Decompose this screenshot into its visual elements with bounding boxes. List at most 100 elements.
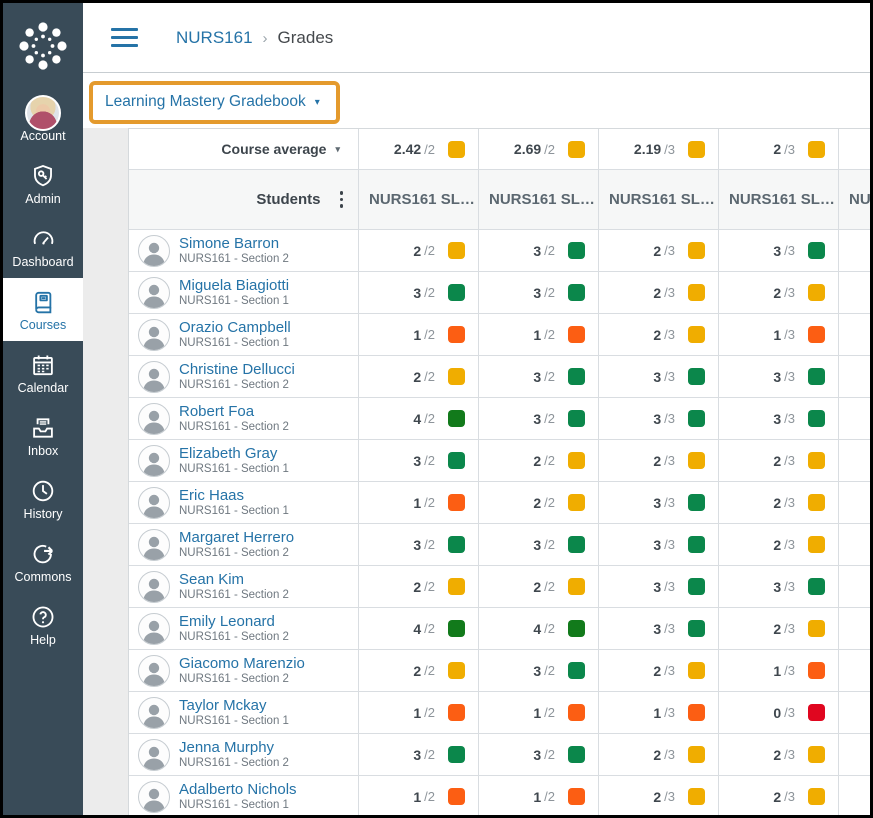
student-name-link[interactable]: Jenna Murphy — [179, 738, 275, 756]
course-average-score-cell[interactable]: 2.69 /2 — [479, 129, 599, 169]
student-name-link[interactable]: Christine Dellucci — [179, 360, 295, 378]
outcome-score-cell[interactable]: 1 /2 — [479, 776, 599, 815]
outcome-score-cell[interactable]: 2 /3 — [599, 734, 719, 775]
course-average-score-cell[interactable]: 2 /3 — [719, 129, 839, 169]
outcome-score-cell[interactable]: 2 /3 — [599, 650, 719, 691]
outcome-score-cell[interactable]: 1 /2 — [479, 314, 599, 355]
outcome-score-cell[interactable]: 3 /2 — [359, 524, 479, 565]
student-name-link[interactable]: Sean Kim — [179, 570, 245, 588]
course-average-score-cell[interactable]: 2.19 /3 — [599, 129, 719, 169]
outcome-score-cell-partial[interactable] — [839, 482, 870, 523]
outcome-score-cell-partial[interactable] — [839, 398, 870, 439]
student-name-link[interactable]: Simone Barron — [179, 234, 280, 252]
outcome-score-cell[interactable]: 3 /2 — [479, 356, 599, 397]
outcome-score-cell[interactable]: 3 /2 — [359, 440, 479, 481]
outcome-score-cell[interactable]: 1 /3 — [719, 650, 839, 691]
outcome-score-cell[interactable]: 2 /2 — [359, 356, 479, 397]
breadcrumb-course-link[interactable]: NURS161 — [176, 27, 253, 47]
outcome-score-cell[interactable]: 2 /3 — [719, 524, 839, 565]
outcome-score-cell[interactable]: 1 /3 — [599, 692, 719, 733]
sidebar-item-account[interactable]: Account — [3, 89, 83, 152]
outcome-score-cell[interactable]: 2 /2 — [359, 230, 479, 271]
outcome-score-cell[interactable]: 2 /3 — [719, 608, 839, 649]
sidebar-item-help[interactable]: Help — [3, 593, 83, 656]
outcome-score-cell-partial[interactable] — [839, 524, 870, 565]
outcome-score-cell[interactable]: 1 /2 — [359, 482, 479, 523]
outcome-score-cell[interactable]: 3 /3 — [719, 398, 839, 439]
sidebar-item-dashboard[interactable]: Dashboard — [3, 215, 83, 278]
sidebar-item-commons[interactable]: Commons — [3, 530, 83, 593]
course-average-dropdown[interactable]: Course average ▾ — [129, 129, 359, 169]
outcome-score-cell-partial[interactable] — [839, 314, 870, 355]
outcome-score-cell[interactable]: 2 /3 — [719, 734, 839, 775]
student-name-link[interactable]: Eric Haas — [179, 486, 245, 504]
outcome-score-cell[interactable]: 2 /3 — [599, 776, 719, 815]
student-name-link[interactable]: Miguela Biagiotti — [179, 276, 290, 294]
outcome-score-cell[interactable]: 3 /3 — [599, 608, 719, 649]
outcome-score-cell-partial[interactable] — [839, 734, 870, 775]
outcome-score-cell-partial[interactable] — [839, 650, 870, 691]
outcome-score-cell[interactable]: 2 /3 — [719, 272, 839, 313]
kebab-menu-icon[interactable] — [338, 189, 346, 210]
outcome-score-cell[interactable]: 3 /3 — [599, 356, 719, 397]
course-average-score-cell[interactable]: 2.42 /2 — [359, 129, 479, 169]
outcome-score-cell[interactable]: 2 /3 — [599, 272, 719, 313]
outcome-score-cell[interactable]: 2 /2 — [479, 440, 599, 481]
student-name-link[interactable]: Adalberto Nichols — [179, 780, 297, 798]
outcome-score-cell[interactable]: 1 /3 — [719, 314, 839, 355]
outcome-score-cell[interactable]: 3 /3 — [719, 356, 839, 397]
outcome-score-cell[interactable]: 3 /3 — [719, 566, 839, 607]
outcome-score-cell-partial[interactable] — [839, 566, 870, 607]
outcome-score-cell[interactable]: 2 /2 — [359, 650, 479, 691]
outcome-score-cell[interactable]: 2 /3 — [719, 776, 839, 815]
outcome-score-cell[interactable]: 3 /2 — [479, 650, 599, 691]
outcome-score-cell[interactable]: 3 /3 — [599, 398, 719, 439]
outcome-score-cell[interactable]: 3 /2 — [479, 272, 599, 313]
outcome-score-cell[interactable]: 3 /3 — [599, 524, 719, 565]
sidebar-item-history[interactable]: History — [3, 467, 83, 530]
sidebar-item-courses[interactable]: Courses — [3, 278, 83, 341]
student-name-link[interactable]: Elizabeth Gray — [179, 444, 278, 462]
outcome-score-cell-partial[interactable] — [839, 440, 870, 481]
outcome-score-cell[interactable]: 2 /3 — [599, 440, 719, 481]
outcome-column-header[interactable]: NURS161 SL… — [599, 170, 719, 229]
student-name-link[interactable]: Robert Foa — [179, 402, 255, 420]
outcome-score-cell-partial[interactable] — [839, 356, 870, 397]
outcome-score-cell-partial[interactable] — [839, 692, 870, 733]
outcome-score-cell[interactable]: 3 /2 — [479, 524, 599, 565]
outcome-score-cell[interactable]: 2 /2 — [359, 566, 479, 607]
sidebar-item-admin[interactable]: Admin — [3, 152, 83, 215]
outcome-score-cell[interactable]: 1 /2 — [359, 692, 479, 733]
outcome-score-cell[interactable]: 3 /2 — [479, 734, 599, 775]
outcome-score-cell[interactable]: 4 /2 — [359, 398, 479, 439]
outcome-score-cell[interactable]: 3 /3 — [599, 482, 719, 523]
outcome-score-cell[interactable]: 4 /2 — [359, 608, 479, 649]
outcome-score-cell[interactable]: 3 /2 — [359, 272, 479, 313]
outcome-score-cell[interactable]: 2 /3 — [599, 314, 719, 355]
outcome-score-cell[interactable]: 3 /2 — [359, 734, 479, 775]
sidebar-item-inbox[interactable]: Inbox — [3, 404, 83, 467]
outcome-score-cell[interactable]: 1 /2 — [479, 692, 599, 733]
outcome-score-cell[interactable]: 2 /2 — [479, 482, 599, 523]
outcome-score-cell[interactable]: 3 /3 — [599, 566, 719, 607]
outcome-score-cell[interactable]: 2 /2 — [479, 566, 599, 607]
outcome-score-cell[interactable]: 3 /2 — [479, 230, 599, 271]
outcome-column-header[interactable]: NURS161 SL… — [719, 170, 839, 229]
student-name-link[interactable]: Emily Leonard — [179, 612, 275, 630]
outcome-column-header[interactable]: NURS161 SL… — [479, 170, 599, 229]
outcome-score-cell[interactable]: 0 /3 — [719, 692, 839, 733]
gradebook-type-selector[interactable]: Learning Mastery Gradebook ▾ — [89, 81, 340, 124]
student-name-link[interactable]: Orazio Campbell — [179, 318, 291, 336]
outcome-column-header[interactable]: NURS161 SL… — [359, 170, 479, 229]
canvas-logo-icon[interactable] — [3, 3, 83, 89]
outcome-score-cell-partial[interactable] — [839, 608, 870, 649]
outcome-score-cell[interactable]: 2 /3 — [719, 440, 839, 481]
outcome-score-cell[interactable]: 2 /3 — [719, 482, 839, 523]
student-name-link[interactable]: Margaret Herrero — [179, 528, 295, 546]
outcome-score-cell-partial[interactable] — [839, 230, 870, 271]
outcome-score-cell[interactable]: 1 /2 — [359, 776, 479, 815]
outcome-score-cell-partial[interactable] — [839, 272, 870, 313]
outcome-column-header-partial[interactable]: NURS161 SL… — [849, 191, 870, 208]
outcome-score-cell[interactable]: 3 /2 — [479, 398, 599, 439]
sidebar-item-calendar[interactable]: Calendar — [3, 341, 83, 404]
